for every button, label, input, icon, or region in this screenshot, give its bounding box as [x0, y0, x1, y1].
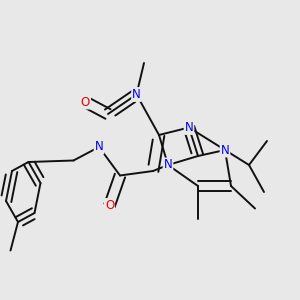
- Text: N: N: [220, 143, 230, 157]
- Text: N: N: [94, 140, 103, 154]
- Text: N: N: [132, 88, 141, 101]
- Text: N: N: [184, 121, 194, 134]
- Text: O: O: [105, 199, 114, 212]
- Text: N: N: [164, 158, 172, 172]
- Text: O: O: [81, 95, 90, 109]
